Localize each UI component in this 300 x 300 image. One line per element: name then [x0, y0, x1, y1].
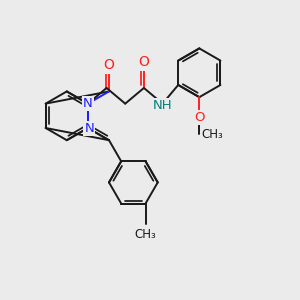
Text: N: N [83, 97, 93, 110]
Text: O: O [103, 58, 114, 73]
Text: CH₃: CH₃ [135, 228, 156, 241]
Text: O: O [139, 56, 149, 70]
Text: CH₃: CH₃ [201, 128, 223, 141]
Text: NH: NH [153, 99, 172, 112]
Text: N: N [85, 122, 94, 135]
Text: O: O [194, 111, 205, 124]
